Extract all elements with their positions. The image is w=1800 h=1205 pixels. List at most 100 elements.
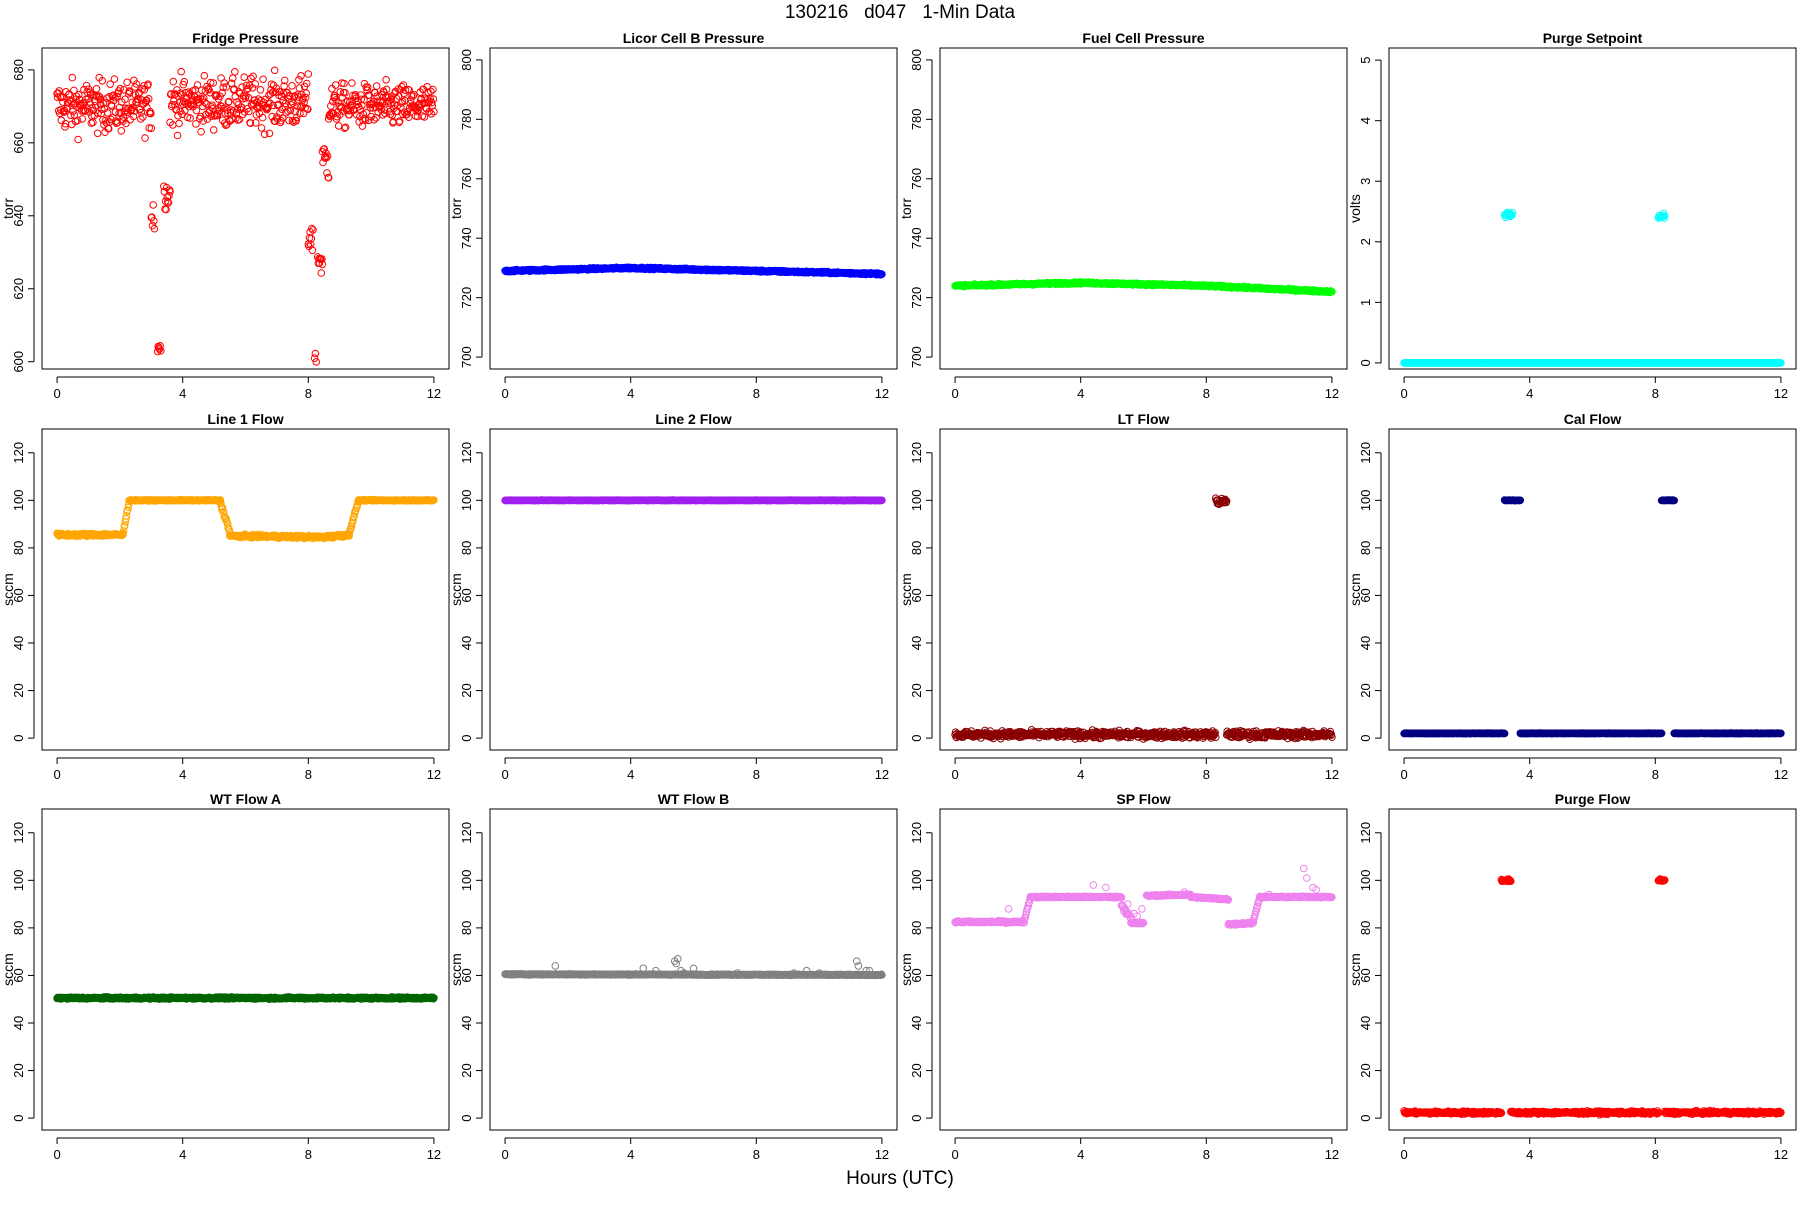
y-tick-label: 760	[909, 168, 924, 190]
data-points	[1401, 209, 1784, 366]
data-point	[111, 76, 118, 83]
y-tick-label: 780	[909, 108, 924, 130]
y-tick-label: 3	[1358, 178, 1373, 185]
y-tick-label: 760	[459, 168, 474, 190]
y-tick-label: 40	[909, 636, 924, 650]
panel-title: Fuel Cell Pressure	[1082, 30, 1204, 46]
data-point	[75, 136, 82, 143]
y-tick-label: 0	[459, 734, 474, 741]
x-tick-label: 0	[53, 767, 60, 782]
x-tick-label: 12	[1325, 767, 1339, 782]
y-axis-label: torr	[448, 198, 464, 219]
y-tick-label: 20	[11, 683, 26, 697]
y-tick-label: 60	[11, 588, 26, 602]
data-point	[142, 135, 149, 142]
x-tick-label: 4	[627, 386, 634, 401]
data-point	[261, 131, 268, 138]
y-axis-label: volts	[1347, 194, 1363, 223]
x-tick-label: 4	[627, 767, 634, 782]
data-point	[329, 85, 336, 92]
data-points	[952, 279, 1335, 296]
y-tick-label: 40	[11, 636, 26, 650]
y-tick-label: 660	[11, 132, 26, 154]
data-point	[176, 120, 183, 127]
x-tick-label: 8	[1203, 767, 1210, 782]
y-tick-label: 80	[11, 541, 26, 555]
data-point	[124, 79, 131, 86]
y-tick-label: 20	[909, 683, 924, 697]
data-points	[54, 67, 437, 365]
data-point	[332, 82, 339, 89]
y-tick-label: 100	[11, 489, 26, 511]
data-point	[266, 130, 273, 137]
x-tick-label: 0	[951, 767, 958, 782]
data-point	[93, 86, 100, 93]
data-point	[174, 132, 181, 139]
y-tick-label: 780	[459, 108, 474, 130]
x-tick-label: 12	[875, 386, 889, 401]
plot-frame	[940, 48, 1347, 369]
y-tick-label: 640	[11, 205, 26, 227]
plot-frame	[42, 429, 449, 750]
y-tick-label: 800	[459, 49, 474, 71]
y-tick-label: 100	[459, 489, 474, 511]
panel-title: Line 1 Flow	[207, 411, 283, 427]
y-tick-label: 120	[11, 442, 26, 464]
data-points	[952, 495, 1335, 743]
data-point	[383, 77, 390, 84]
y-tick-label: 40	[459, 636, 474, 650]
data-point	[178, 68, 185, 75]
y-tick-label: 700	[459, 346, 474, 368]
x-tick-label: 4	[179, 386, 186, 401]
y-tick-label: 4	[1358, 117, 1373, 124]
x-tick-label: 4	[179, 767, 186, 782]
data-point	[257, 87, 264, 94]
data-point	[201, 72, 208, 79]
plot-frame	[940, 429, 1347, 750]
data-point	[349, 80, 356, 87]
data-points	[502, 264, 885, 278]
data-point	[221, 80, 228, 87]
y-tick-label: 740	[459, 227, 474, 249]
y-tick-label: 0	[909, 734, 924, 741]
data-point	[260, 76, 267, 83]
x-tick-label: 0	[1400, 386, 1407, 401]
data-points	[54, 496, 437, 541]
data-point	[298, 73, 305, 80]
x-tick-label: 8	[1652, 386, 1659, 401]
data-point	[296, 77, 303, 84]
data-point	[150, 202, 157, 209]
y-tick-label: 0	[11, 734, 26, 741]
data-point	[58, 117, 65, 124]
plot-frame	[1389, 48, 1796, 369]
data-point	[94, 130, 101, 137]
data-point	[309, 247, 316, 254]
x-tick-label: 8	[753, 386, 760, 401]
y-tick-label: 800	[909, 49, 924, 71]
y-tick-label: 120	[459, 442, 474, 464]
x-tick-label: 8	[305, 767, 312, 782]
data-point	[69, 74, 76, 81]
x-tick-label: 0	[53, 386, 60, 401]
y-tick-label: 80	[909, 541, 924, 555]
data-point	[118, 128, 125, 135]
x-tick-label: 12	[427, 386, 441, 401]
x-tick-label: 4	[1077, 386, 1084, 401]
x-tick-label: 8	[305, 386, 312, 401]
x-tick-label: 0	[501, 767, 508, 782]
y-tick-label: 1	[1358, 299, 1373, 306]
data-point	[373, 83, 380, 90]
y-tick-label: 600	[11, 351, 26, 373]
y-tick-label: 740	[909, 227, 924, 249]
y-tick-label: 680	[11, 59, 26, 81]
data-point	[312, 350, 319, 357]
data-point	[289, 83, 296, 90]
x-tick-label: 12	[1325, 386, 1339, 401]
